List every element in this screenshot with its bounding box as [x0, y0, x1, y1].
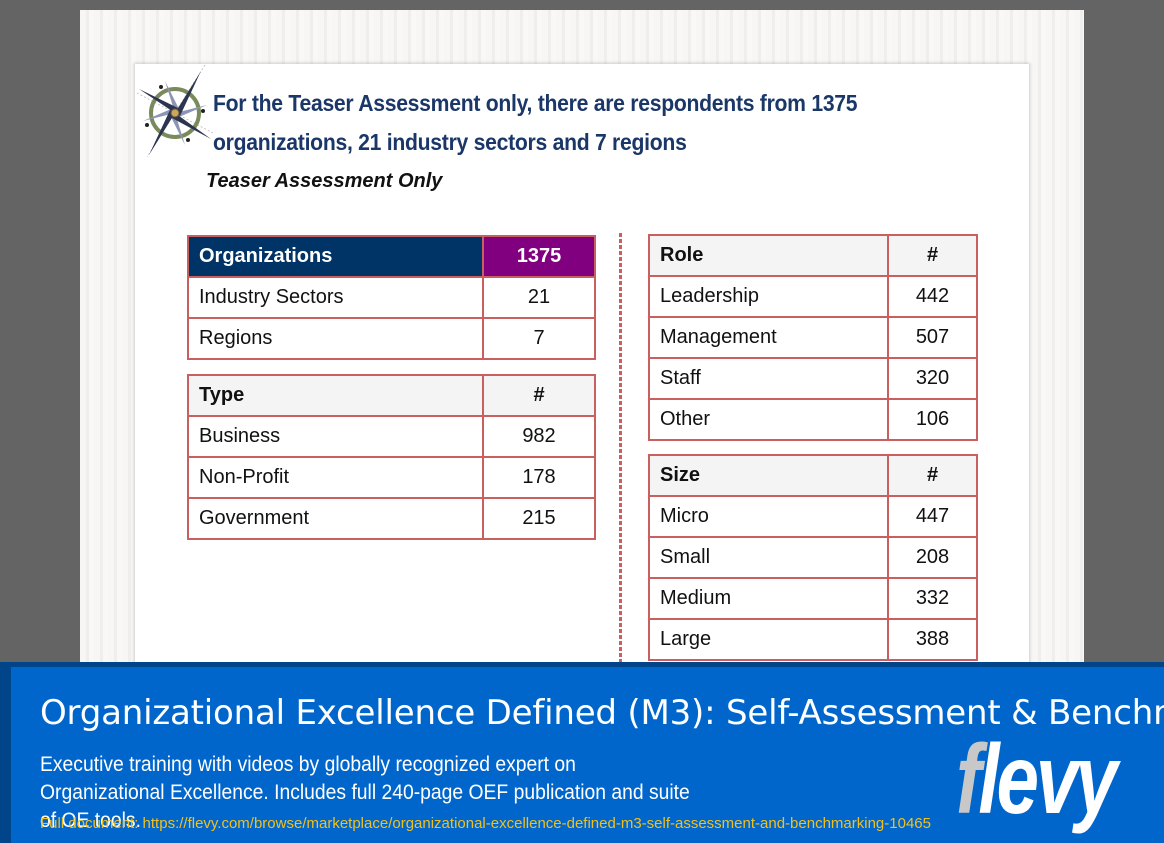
header-value: #: [887, 234, 978, 277]
dotted-divider: [619, 233, 622, 663]
page-headline: For the Teaser Assessment only, there ar…: [213, 90, 858, 155]
flevy-logo-f: f: [956, 724, 981, 834]
type-table: Type # Business 982 Non-Profit 178 Gover…: [187, 374, 596, 540]
row-value: 320: [887, 357, 978, 400]
row-label: Industry Sectors: [187, 276, 484, 319]
row-label: Business: [187, 415, 484, 458]
full-document-link[interactable]: Full document: https://flevy.com/browse/…: [40, 815, 931, 832]
header-label: Role: [648, 234, 889, 277]
row-label: Government: [187, 497, 484, 540]
row-value: 388: [887, 618, 978, 661]
banner-description: Executive training with videos by global…: [40, 753, 690, 832]
row-label: Large: [648, 618, 889, 661]
table-row: Non-Profit 178: [187, 456, 596, 499]
row-value: 178: [482, 456, 596, 499]
role-table: Role # Leadership 442 Management 507 Sta…: [648, 234, 978, 441]
row-value: 442: [887, 275, 978, 318]
row-label: Small: [648, 536, 889, 579]
row-value: 215: [482, 497, 596, 540]
row-value: 447: [887, 495, 978, 538]
table-row: Small 208: [648, 536, 978, 579]
header-value: 1375: [482, 235, 596, 278]
table-row: Management 507: [648, 316, 978, 359]
page-subhead: Teaser Assessment Only: [206, 170, 443, 192]
flevy-logo[interactable]: flevy: [956, 729, 1118, 829]
table-header-row: Type #: [187, 374, 596, 417]
table-row: Large 388: [648, 618, 978, 661]
row-label: Leadership: [648, 275, 889, 318]
flevy-logo-rest: levy: [978, 724, 1117, 834]
table-row: Medium 332: [648, 577, 978, 620]
row-label: Staff: [648, 357, 889, 400]
table-row: Regions 7: [187, 317, 596, 360]
row-value: 7: [482, 317, 596, 360]
row-value: 332: [887, 577, 978, 620]
table-row: Other 106: [648, 398, 978, 441]
row-value: 208: [887, 536, 978, 579]
table-row: Micro 447: [648, 495, 978, 538]
row-value: 982: [482, 415, 596, 458]
table-row: Leadership 442: [648, 275, 978, 318]
compass-icon: [136, 64, 214, 158]
table-header-row: Role #: [648, 234, 978, 277]
row-label: Regions: [187, 317, 484, 360]
table-row: Industry Sectors 21: [187, 276, 596, 319]
header-label: Size: [648, 454, 889, 497]
table-header-row: Organizations 1375: [187, 235, 596, 278]
promo-banner: Organizational Excellence Defined (M3): …: [0, 662, 1164, 843]
header-value: #: [482, 374, 596, 417]
organizations-table: Organizations 1375 Industry Sectors 21 R…: [187, 235, 596, 360]
row-label: Other: [648, 398, 889, 441]
table-row: Business 982: [187, 415, 596, 458]
row-value: 21: [482, 276, 596, 319]
row-label: Non-Profit: [187, 456, 484, 499]
promo-banner-body: Organizational Excellence Defined (M3): …: [11, 667, 1164, 843]
table-header-row: Size #: [648, 454, 978, 497]
header-label: Organizations: [187, 235, 484, 278]
table-row: Government 215: [187, 497, 596, 540]
row-label: Medium: [648, 577, 889, 620]
header-value: #: [887, 454, 978, 497]
banner-title: Organizational Excellence Defined (M3): …: [40, 693, 1164, 733]
size-table: Size # Micro 447 Small 208 Medium 332 La…: [648, 454, 978, 661]
row-value: 507: [887, 316, 978, 359]
row-label: Management: [648, 316, 889, 359]
row-label: Micro: [648, 495, 889, 538]
header-label: Type: [187, 374, 484, 417]
row-value: 106: [887, 398, 978, 441]
table-row: Staff 320: [648, 357, 978, 400]
